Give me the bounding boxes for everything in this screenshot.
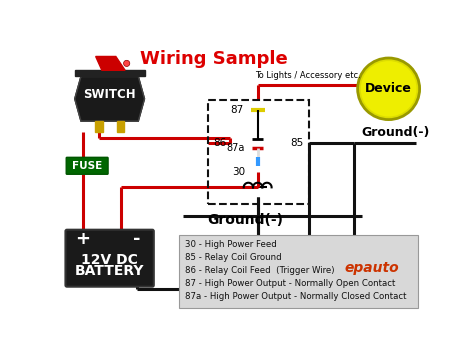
Text: -: -	[133, 230, 140, 248]
Text: 87 - High Power Output - Normally Open Contact: 87 - High Power Output - Normally Open C…	[185, 279, 395, 288]
Text: 87: 87	[230, 105, 243, 115]
Bar	[208, 100, 309, 204]
Text: Wiring Sample: Wiring Sample	[140, 50, 288, 68]
Polygon shape	[117, 121, 124, 132]
Circle shape	[361, 61, 417, 116]
Text: FUSE: FUSE	[72, 161, 102, 171]
Text: 85: 85	[291, 138, 304, 148]
Text: 30 - High Power Feed: 30 - High Power Feed	[185, 240, 276, 249]
Text: BATTERY: BATTERY	[75, 263, 145, 278]
Polygon shape	[75, 76, 145, 121]
Polygon shape	[95, 121, 103, 132]
Bar	[179, 235, 418, 308]
FancyBboxPatch shape	[65, 230, 154, 287]
Polygon shape	[96, 56, 125, 70]
Polygon shape	[75, 70, 145, 76]
Text: Device: Device	[365, 82, 412, 95]
Text: epauto: epauto	[344, 261, 399, 275]
Text: 87a: 87a	[226, 143, 245, 153]
Text: 86: 86	[213, 138, 226, 148]
Text: SWITCH: SWITCH	[83, 88, 136, 102]
Text: 85 - Relay Coil Ground: 85 - Relay Coil Ground	[185, 253, 282, 262]
Circle shape	[124, 60, 130, 66]
Text: 87a - High Power Output - Normally Closed Contact: 87a - High Power Output - Normally Close…	[185, 292, 406, 301]
Text: +: +	[75, 230, 90, 248]
Circle shape	[357, 58, 419, 120]
Text: Ground(-): Ground(-)	[362, 126, 430, 139]
Text: 30: 30	[232, 167, 245, 177]
Text: Ground(-): Ground(-)	[207, 213, 283, 227]
Text: To Lights / Accessory etc.: To Lights / Accessory etc.	[255, 71, 361, 80]
Text: 86 - Relay Coil Feed  (Trigger Wire): 86 - Relay Coil Feed (Trigger Wire)	[185, 266, 334, 275]
Text: 12V DC: 12V DC	[81, 253, 138, 267]
FancyBboxPatch shape	[66, 157, 108, 174]
